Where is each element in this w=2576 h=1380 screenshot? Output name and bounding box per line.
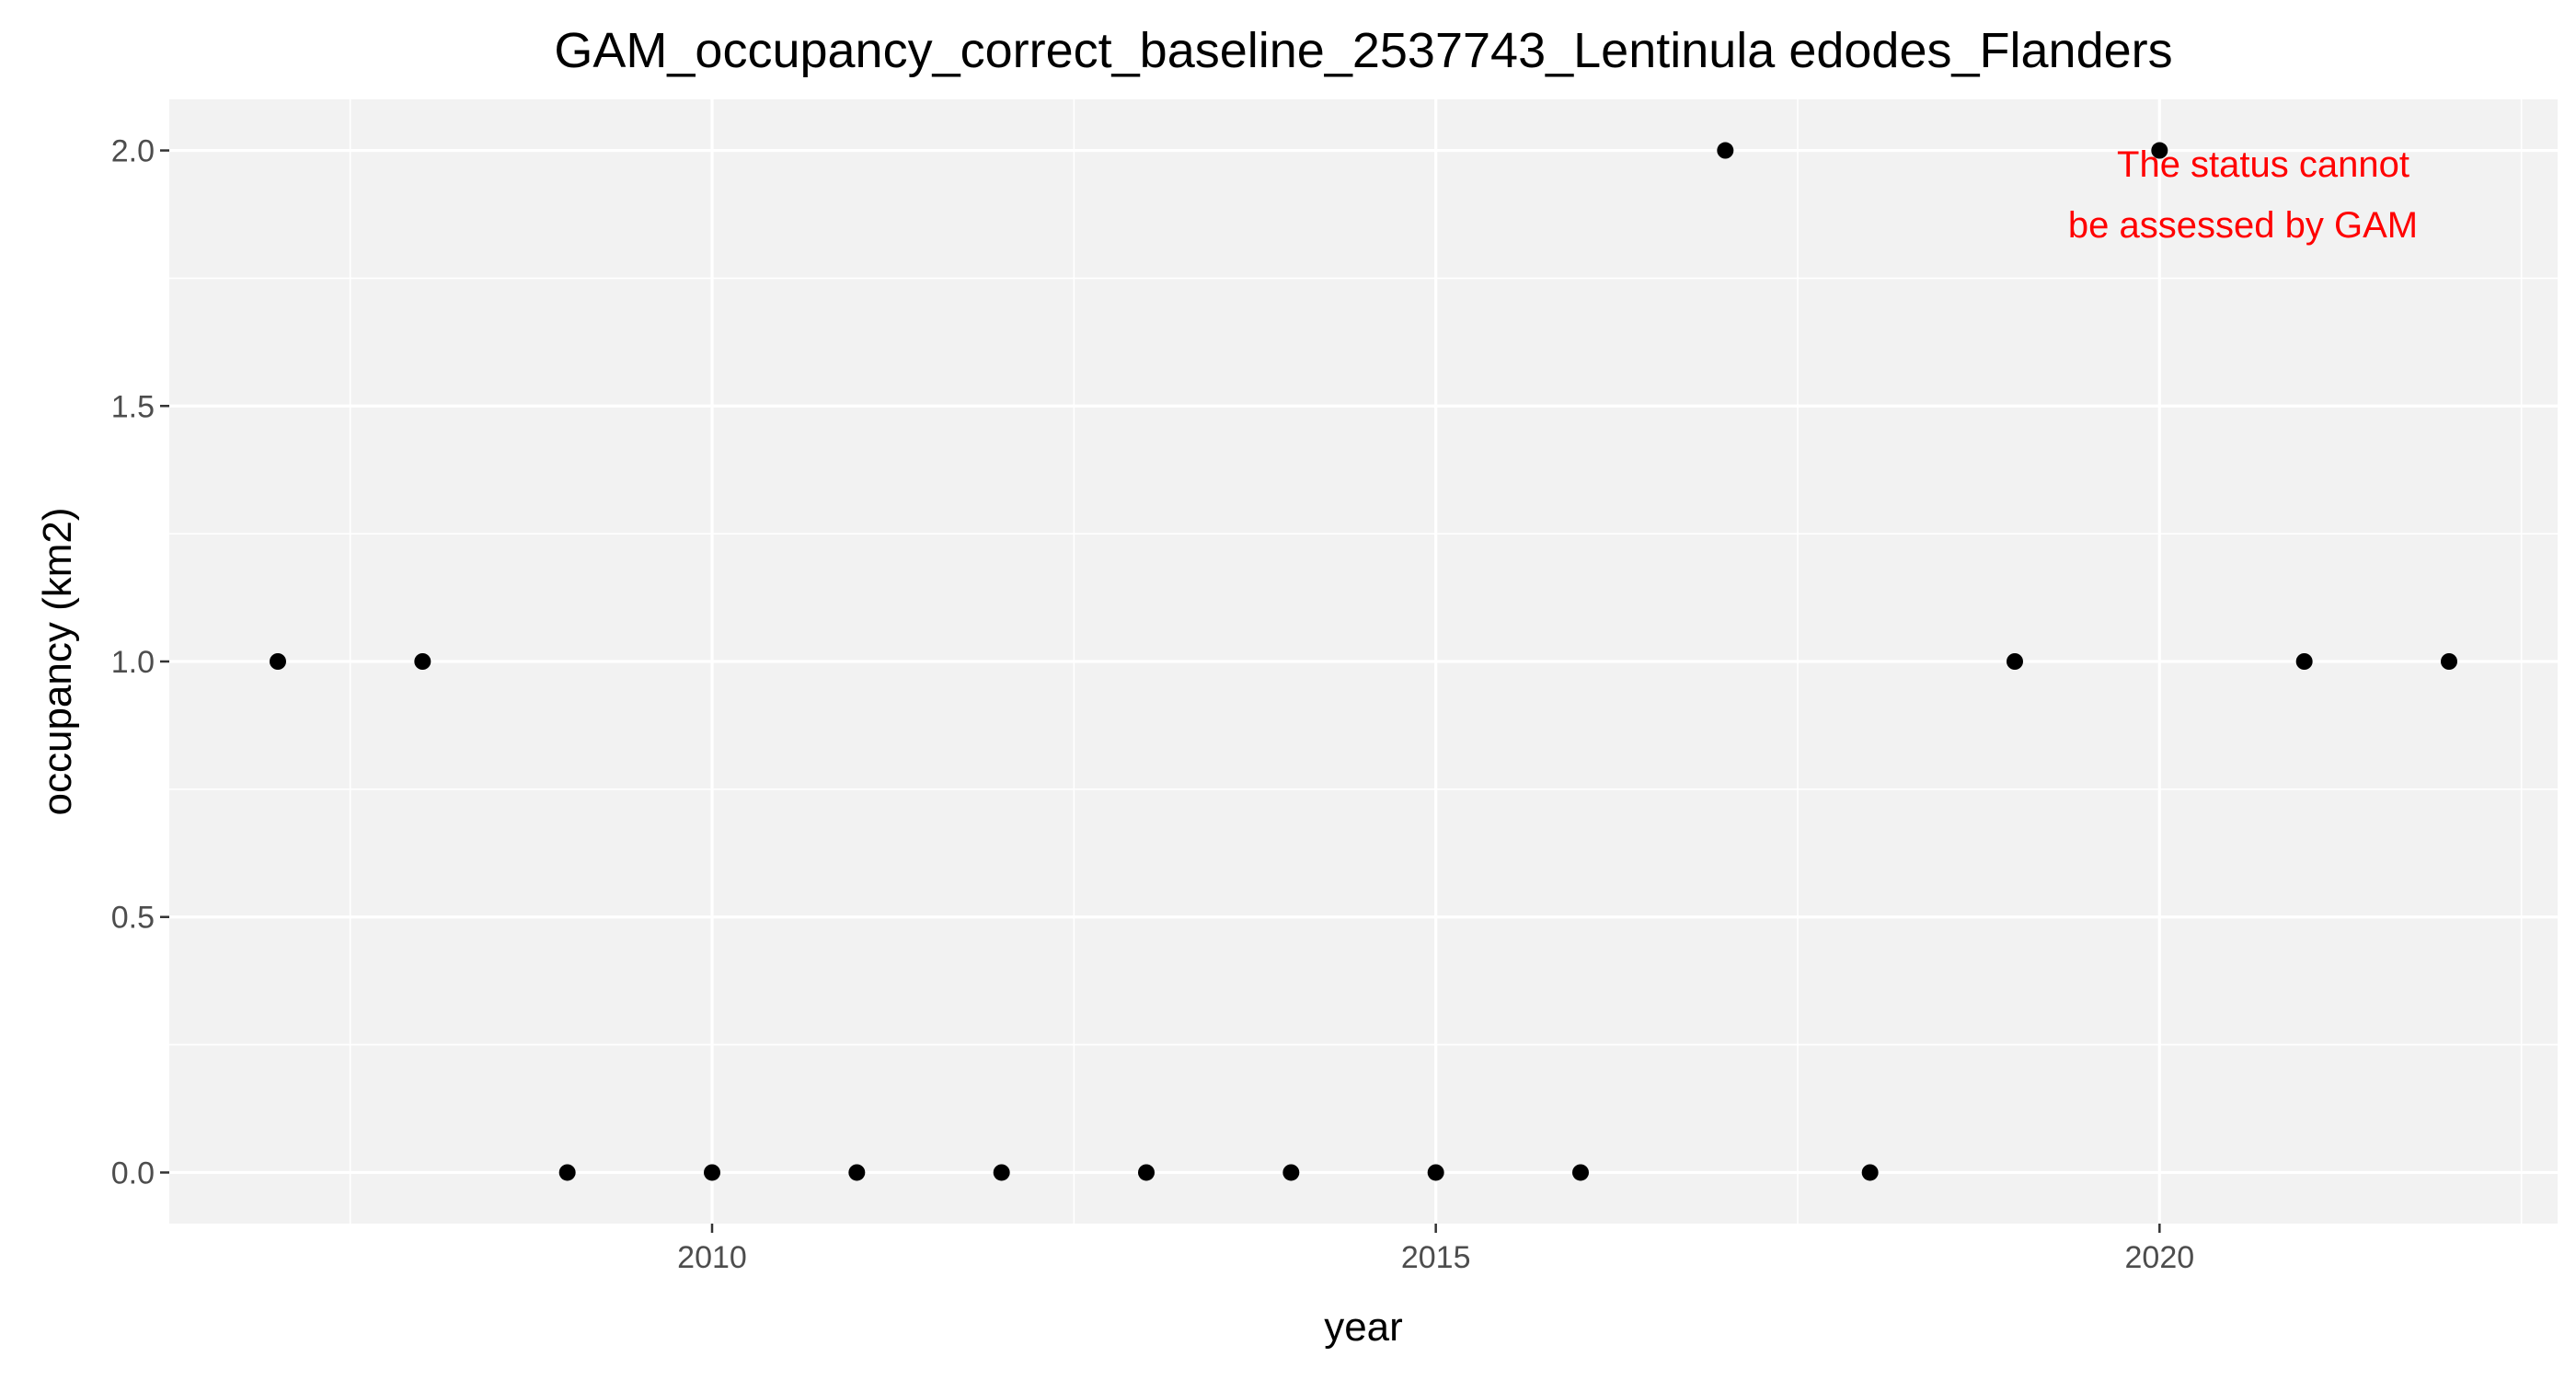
data-point	[414, 653, 431, 670]
data-point	[2151, 142, 2168, 159]
data-point	[1717, 142, 1734, 159]
y-tick-label: 1.0	[111, 645, 155, 680]
y-tick-label: 0.5	[111, 901, 155, 936]
data-point	[848, 1164, 866, 1181]
annotation-line-2: be assessed by GAM	[2068, 205, 2418, 246]
data-point	[2441, 653, 2457, 670]
y-tick-label: 0.0	[111, 1156, 155, 1190]
y-axis-title: occupancy (km2)	[35, 507, 80, 815]
data-points	[270, 142, 2457, 1181]
y-tick-label: 2.0	[111, 134, 155, 169]
data-point	[1282, 1164, 1300, 1181]
data-point	[1427, 1164, 1444, 1181]
grid-minor	[169, 99, 2558, 1224]
y-axis: 0.0 0.5 1.0 1.5 2.0	[111, 134, 169, 1190]
data-point	[270, 653, 286, 670]
data-point	[2007, 653, 2023, 670]
x-tick-label: 2015	[1401, 1240, 1471, 1275]
data-point	[558, 1164, 576, 1181]
data-point	[1138, 1164, 1155, 1181]
annotation-line-1: The status cannot	[2117, 144, 2409, 185]
chart-title: GAM_occupancy_correct_baseline_2537743_L…	[554, 23, 2172, 78]
x-axis-title: year	[1324, 1305, 1403, 1350]
data-point	[2295, 653, 2313, 670]
data-point	[1572, 1164, 1589, 1181]
y-tick-label: 1.5	[111, 389, 155, 424]
x-axis: 2010 2015 2020	[677, 1224, 2194, 1275]
x-tick-label: 2020	[2125, 1240, 2195, 1275]
data-point	[704, 1164, 720, 1181]
data-point	[1861, 1164, 1879, 1181]
x-tick-label: 2010	[677, 1240, 747, 1275]
data-point	[993, 1164, 1010, 1181]
